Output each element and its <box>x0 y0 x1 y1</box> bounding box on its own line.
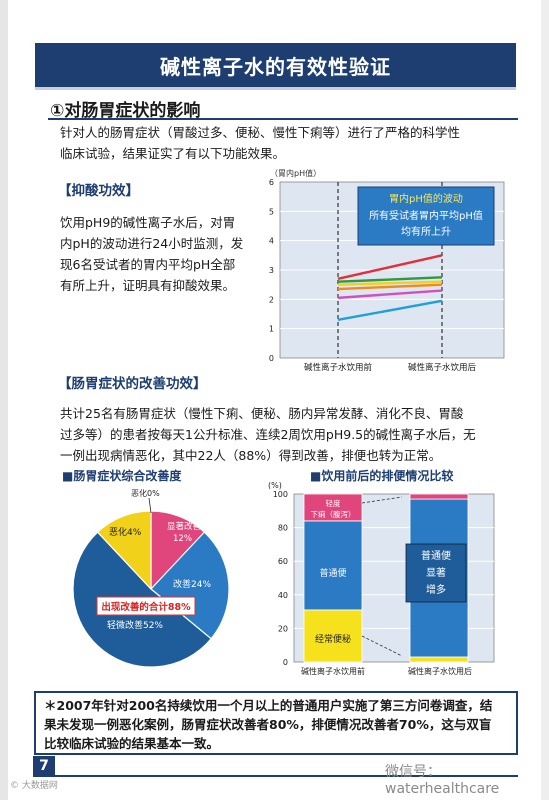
right-page-edge <box>541 0 549 800</box>
bowel-y-tick-label: 40 <box>278 591 288 600</box>
bowel-unit: (%) <box>268 481 282 490</box>
intro-paragraph: 针对人的肠胃症状（胃酸过多、便秘、慢性下痢等）进行了严格的科学性 临床试验，结果… <box>60 122 460 164</box>
ph-callout-title: 胃内pH值的波动 <box>389 192 463 205</box>
bowel-after-label-1: 普通便 <box>421 549 451 562</box>
ph-callout-box <box>357 186 495 246</box>
bowel-y-tick-label: 20 <box>278 624 288 633</box>
bowel-connector-top <box>361 496 403 504</box>
pie-label-worse: 恶化4% <box>109 526 142 538</box>
ph-series-line-5 <box>337 289 443 300</box>
gi-line-3: 一例出现病情恶化，其中22人（88%）得到改善，排便也转为正常。 <box>60 448 442 463</box>
ph-callout-body-1: 所有受试者胃内平均pH值 <box>369 209 483 222</box>
survey-note: ＊2007年针对200名持续饮用一个月以上的普通用户实施了第三方问卷调查，结 果… <box>34 691 518 755</box>
bowel-y-tick-label: 60 <box>278 557 288 566</box>
ph-y-tick-label: 3 <box>269 266 274 275</box>
pie-label-zero: 恶化0% <box>131 488 160 498</box>
note-line-1: ＊2007年针对200名持续饮用一个月以上的普通用户实施了第三方问卷调查，结 <box>44 698 493 713</box>
pie-label-slight: 轻微改善52% <box>107 619 163 631</box>
ph-series-line-4 <box>337 283 443 291</box>
pie-slice-2 <box>150 531 230 640</box>
gi-paragraph: 共计25名有肠胃症状（慢性下痢、便秘、肠内异常发酵、消化不良、胃酸 过多等）的患… <box>60 403 476 466</box>
watermark: © 大数据网 <box>10 781 58 791</box>
ph-y-title: （胃内pH值） <box>270 168 321 178</box>
acid-heading: 【抑酸功效】 <box>58 183 139 199</box>
bowel-seg-constipation: 经常便秘 <box>315 633 351 645</box>
pie-chart: 恶化0% 恶化4% 显著改善 12% 改善24% 出现改善的合计88% 轻微改善… <box>72 488 230 668</box>
bowel-seg-diarrhea-1: 轻度 <box>326 498 341 508</box>
pie-title: ■肠胃症状综合改善度 <box>62 469 182 483</box>
section-divider <box>48 118 518 120</box>
ph-callout-body-2: 均有所上升 <box>401 225 451 238</box>
gi-line-2: 过多等）的患者按每天1公升标准、连续2周饮用pH9.5的碱性离子水后，无 <box>60 427 476 442</box>
pie-label-total: 出现改善的合计88% <box>101 601 191 613</box>
bowel-y-tick-label: 80 <box>278 524 288 533</box>
ph-y-tick-label: 2 <box>269 295 274 304</box>
section-title: ①对肠胃症状的影响 <box>50 101 201 121</box>
acid-paragraph: 饮用pH9的碱性离子水后，对胃 内pH的波动进行24小时监测，发 现6名受试者的… <box>60 212 243 296</box>
ph-y-tick-label: 4 <box>269 237 274 246</box>
bowel-connector-bottom <box>361 635 403 657</box>
gi-line-1: 共计25名有肠胃症状（慢性下痢、便秘、肠内异常发酵、消化不良、胃酸 <box>60 406 464 421</box>
bowel-seg-diarrhea-2: 下痢（腹泻） <box>311 509 356 519</box>
bowel-y-tick-label: 100 <box>273 490 288 499</box>
ph-y-tick-label: 1 <box>269 325 274 334</box>
ph-y-tick-label: 6 <box>269 178 274 187</box>
bowel-x-label-before: 碱性离子水饮用前 <box>301 666 365 676</box>
bowel-bar-1-seg-2 <box>303 520 363 611</box>
bowel-after-label-2: 显著 <box>426 566 446 579</box>
bowel-bar-2-seg-1 <box>409 656 469 663</box>
intro-line-2: 临床试验，结果证实了有以下功能效果。 <box>60 146 286 161</box>
note-line-3: 比较临床试验的结果基本一致。 <box>44 736 220 751</box>
acid-line-1: 饮用pH9的碱性离子水后，对胃 <box>60 215 236 230</box>
ph-series-line-2 <box>337 276 443 283</box>
header-banner: 碱性离子水的有效性验证 <box>35 43 516 90</box>
ph-x-label-after: 碱性离子水饮用后 <box>408 362 477 373</box>
pie-label-significant-2: 12% <box>173 534 192 544</box>
bowel-bar-1-seg-1 <box>303 609 363 663</box>
acid-line-2: 内pH的波动进行24小时监测，发 <box>60 236 244 251</box>
bowel-y-ticks: 0 20 40 60 80 100 <box>273 490 288 667</box>
ph-series-line-6 <box>337 299 443 322</box>
pie-label-significant-1: 显著改善 <box>167 521 202 532</box>
bowel-x-label-after: 碱性离子水饮用后 <box>408 666 472 676</box>
ph-x-label-before: 碱性离子水饮用前 <box>304 362 373 373</box>
bowel-after-callout <box>405 543 467 603</box>
bowel-bar-2-seg-3 <box>409 493 469 500</box>
ph-series <box>337 254 443 322</box>
pie-zero-leader <box>148 497 152 514</box>
note-line-2: 果未发现一例恶化案例，肠胃症状改善者80%，排便情况改善者70%，这与双盲 <box>44 717 492 732</box>
bowel-bar-1-seg-3 <box>303 493 363 522</box>
intro-line-1: 针对人的肠胃症状（胃酸过多、便秘、慢性下痢等）进行了严格的科学性 <box>60 125 461 140</box>
acid-line-3: 现6名受试者的胃内平均pH全部 <box>60 257 236 272</box>
ph-y-ticks: 0 1 2 3 4 5 6 <box>269 178 274 363</box>
ph-y-tick-label: 5 <box>269 207 274 216</box>
bowel-title: ■饮用前后的排便情况比较 <box>310 469 454 483</box>
ph-y-tick-label: 0 <box>269 354 274 363</box>
bowel-y-tick-label: 0 <box>283 658 288 667</box>
footer-rule <box>33 775 518 777</box>
page-title: 碱性离子水的有效性验证 <box>160 54 391 79</box>
ph-series-line-1 <box>337 254 443 280</box>
bowel-after-label-3: 增多 <box>426 583 446 596</box>
left-page-edge <box>0 0 8 800</box>
wechat-id: 微信号：waterhealthcare <box>385 764 500 797</box>
pie-label-improved: 改善24% <box>173 578 211 590</box>
ph-line-chart: （胃内pH值） 0 1 2 3 4 5 6 胃内pH值的波动 所有受试者胃内平均pH值 均有… <box>269 168 505 373</box>
page-number: 7 <box>33 756 55 776</box>
bowel-seg-normal: 普通便 <box>319 567 346 579</box>
ph-series-line-3 <box>337 280 443 286</box>
gi-heading: 【肠胃症状的改善功效】 <box>58 376 207 392</box>
acid-line-4: 有所上升，证明具有抑酸效果。 <box>60 278 236 293</box>
pie-total-box <box>96 596 196 616</box>
